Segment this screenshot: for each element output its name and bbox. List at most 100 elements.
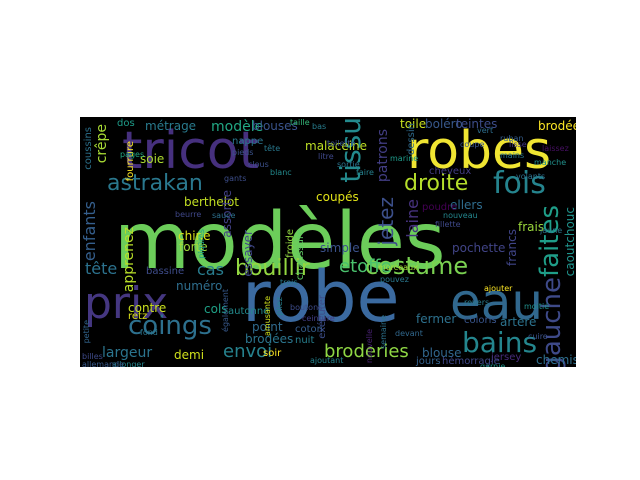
cloud-word: également [221, 289, 230, 332]
cloud-word: essayer [241, 230, 255, 277]
cloud-word: ajouter [484, 284, 513, 293]
cloud-word: soir [263, 348, 282, 359]
cloud-word: nouvelle [365, 329, 374, 364]
cloud-word: numéro [176, 279, 223, 293]
cloud-word: volants [516, 172, 546, 181]
cloud-word: vert [477, 126, 494, 135]
cloud-word: dessin [406, 123, 417, 156]
cloud-word: enfants [80, 201, 99, 262]
cloud-word: sauce [212, 211, 236, 220]
cloud-word: cheveux [429, 166, 472, 177]
cloud-word: eau [450, 273, 544, 331]
cloud-word: pages [120, 150, 145, 159]
cloud-word: clous [248, 160, 269, 169]
cloud-word: tricot [122, 121, 260, 181]
cloud-word: modèles [114, 197, 446, 287]
cloud-word: jaune [540, 226, 563, 235]
cloud-word: moitié [524, 302, 550, 311]
cloud-word: boléro [425, 117, 463, 131]
cloud-word: coton [295, 324, 323, 335]
cloud-word: demi [174, 348, 205, 362]
cloud-word: mains [500, 151, 525, 160]
cloud-word: bains [462, 326, 538, 359]
cloud-word: pliez [275, 297, 284, 316]
cloud-word: ruban [500, 134, 524, 143]
cloud-word: jetez [374, 197, 398, 246]
cloud-word: bassine [146, 266, 185, 277]
cloud-word: coussins [83, 127, 94, 170]
cloud-word: cas [197, 260, 224, 279]
cloud-word: fillette [435, 220, 461, 229]
cloud-word: prix [84, 278, 169, 329]
cloud-word: métrage [145, 119, 197, 133]
cloud-word: artère [500, 315, 537, 329]
cloud-word: cols [204, 302, 228, 316]
cloud-word: etoffe [339, 256, 392, 277]
cloud-word: retz [128, 311, 148, 322]
cloud-word: chine [178, 229, 211, 243]
cloud-word: nappe [232, 136, 264, 147]
cloud-word: bouillir [235, 256, 310, 281]
cloud-word: frais [518, 220, 545, 234]
cloud-word: semaine [379, 315, 388, 349]
cloud-word: ceinture [302, 314, 335, 323]
cloud-word: fermer [416, 312, 457, 326]
cloud-word: hémorragie [442, 356, 500, 367]
cloud-word: coloris [464, 315, 497, 326]
cloud-word: blouse [422, 346, 462, 360]
cloud-word: fourrure [125, 141, 136, 182]
cloud-word: litre [318, 152, 334, 161]
cloud-word: largeur [102, 345, 153, 361]
cloud-word: apprenez [121, 227, 137, 293]
cloud-word: sortie [337, 160, 360, 169]
cloud-word: devant [395, 329, 423, 338]
cloud-word: autonne [228, 306, 270, 317]
cloud-word: trois [280, 278, 298, 287]
cloud-word: taille [290, 118, 310, 127]
cloud-word: marine [390, 154, 419, 163]
cloud-word: nouveau [443, 211, 478, 220]
cloud-word: billes [82, 352, 103, 361]
cloud-word: manche [534, 158, 567, 167]
cloud-word: robes [407, 121, 552, 181]
cloud-word: simple [320, 241, 360, 255]
cloud-word: fois [493, 166, 546, 201]
cloud-word: amusante [263, 296, 272, 336]
cloud-word: jours [416, 356, 441, 367]
cloud-word: allonger [112, 360, 145, 368]
cloud-word: morceaux [378, 263, 418, 272]
cloud-word: envoi [223, 341, 273, 362]
cloud-word: toile [400, 117, 427, 131]
cloud-word: robe [242, 256, 400, 338]
cloud-word: tête [85, 259, 118, 278]
cloud-word: blanc [270, 168, 292, 177]
cloud-word: point [252, 320, 283, 334]
cloud-word: teintes [456, 117, 498, 131]
cloud-word: francs [505, 229, 519, 266]
cloud-word: laine [403, 199, 422, 238]
cloud-word: poudre [422, 202, 458, 213]
cloud-word: crêpe [94, 124, 110, 164]
cloud-word: ellers [450, 198, 483, 212]
cloud-word: soie [140, 152, 165, 166]
cloud-word: pochette [452, 241, 506, 255]
cloud-word: piqûres [197, 229, 206, 259]
cloud-word: laissez [542, 144, 569, 153]
cloud-word: fond [140, 328, 158, 337]
cloud-word: tête [264, 144, 281, 153]
cloud-word: coings [128, 311, 212, 341]
cloud-word: patrons [375, 129, 391, 183]
cloud-word: gants [224, 174, 247, 183]
cloud-word: caoutchouc [563, 207, 576, 277]
cloud-word: coupe [460, 140, 485, 149]
cloud-word: blouses [252, 119, 298, 133]
cloud-word: contre [128, 301, 167, 315]
cloud-word: chemise [536, 353, 576, 367]
cloud-word: astrakan [107, 171, 203, 196]
cloud-word: dos [117, 118, 135, 129]
cloud-word: costume [365, 252, 469, 280]
cloud-word: boutons [290, 303, 323, 312]
cloud-word: toilette [327, 139, 356, 148]
cloud-word: brodée [538, 119, 576, 133]
cloud-word: malaceine [305, 139, 368, 153]
